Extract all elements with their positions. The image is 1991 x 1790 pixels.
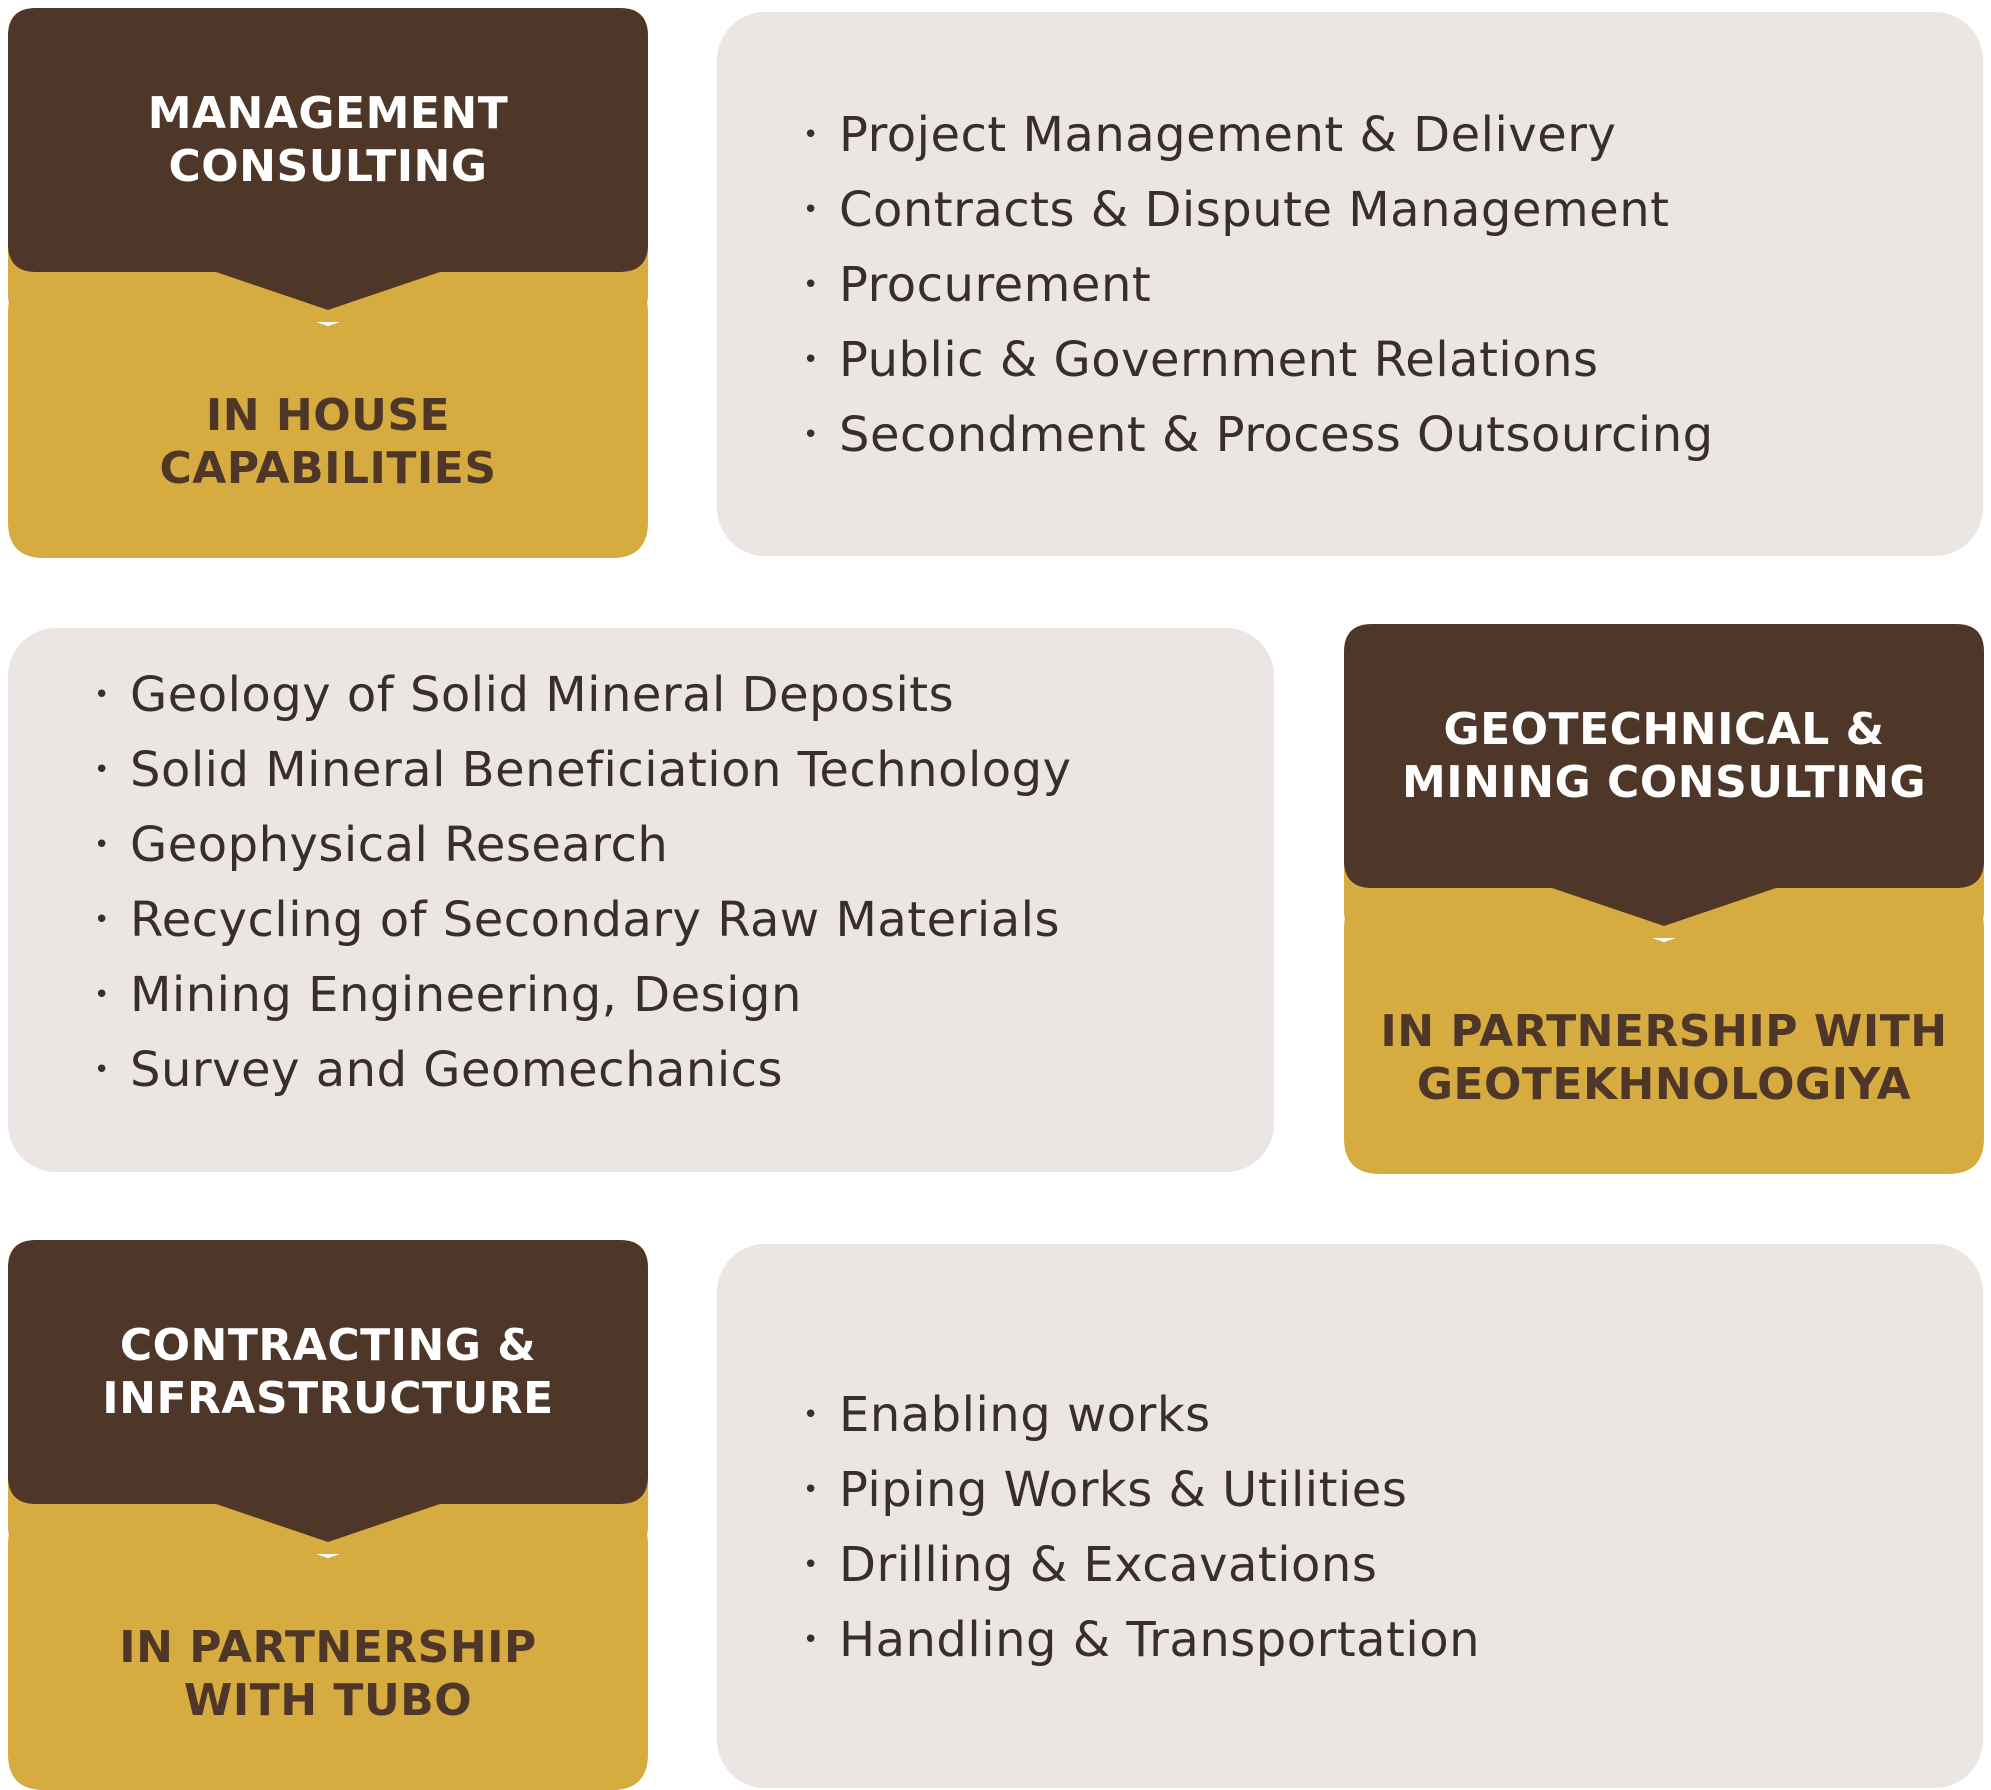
- section-title: CONTRACTING & INFRASTRUCTURE: [102, 1320, 554, 1424]
- list-item: Survey and Geomechanics: [94, 1033, 1274, 1108]
- list-item: Project Management & Delivery: [803, 98, 1983, 173]
- tag-shape: [8, 1240, 648, 1790]
- section-tag: MANAGEMENT CONSULTING IN HOUSE CAPABILIT…: [8, 8, 648, 558]
- list-item: Piping Works & Utilities: [803, 1453, 1983, 1528]
- section-subtitle: IN PARTNERSHIP WITH TUBO: [119, 1622, 537, 1726]
- services-list: Geology of Solid Mineral Deposits Solid …: [94, 658, 1274, 1108]
- list-item: Enabling works: [803, 1378, 1983, 1453]
- section-title: GEOTECHNICAL & MINING CONSULTING: [1401, 704, 1927, 808]
- services-list: Enabling works Piping Works & Utilities …: [803, 1378, 1983, 1678]
- section-management-consulting: MANAGEMENT CONSULTING IN HOUSE CAPABILIT…: [0, 8, 1991, 558]
- tag-shape: [1344, 624, 1984, 1174]
- list-item: Geology of Solid Mineral Deposits: [94, 658, 1274, 733]
- section-tag: CONTRACTING & INFRASTRUCTURE IN PARTNERS…: [8, 1240, 648, 1790]
- list-item: Contracts & Dispute Management: [803, 173, 1983, 248]
- list-item: Drilling & Excavations: [803, 1528, 1983, 1603]
- list-item: Geophysical Research: [94, 808, 1274, 883]
- section-tag: GEOTECHNICAL & MINING CONSULTING IN PART…: [1344, 624, 1984, 1174]
- section-subtitle: IN HOUSE CAPABILITIES: [159, 390, 497, 494]
- section-subtitle: IN PARTNERSHIP WITH GEOTEKHNOLOGIYA: [1380, 1006, 1948, 1110]
- services-panel: Project Management & Delivery Contracts …: [717, 12, 1983, 556]
- section-contracting-infrastructure: CONTRACTING & INFRASTRUCTURE IN PARTNERS…: [0, 1240, 1991, 1790]
- tag-shape: [8, 8, 648, 558]
- list-item: Recycling of Secondary Raw Materials: [94, 883, 1274, 958]
- services-list: Project Management & Delivery Contracts …: [803, 98, 1983, 473]
- section-geotechnical-mining: Geology of Solid Mineral Deposits Solid …: [0, 624, 1991, 1174]
- list-item: Mining Engineering, Design: [94, 958, 1274, 1033]
- list-item: Secondment & Process Outsourcing: [803, 398, 1983, 473]
- services-panel: Geology of Solid Mineral Deposits Solid …: [8, 628, 1274, 1172]
- list-item: Handling & Transportation: [803, 1603, 1983, 1678]
- services-panel: Enabling works Piping Works & Utilities …: [717, 1244, 1983, 1788]
- list-item: Public & Government Relations: [803, 323, 1983, 398]
- list-item: Procurement: [803, 248, 1983, 323]
- list-item: Solid Mineral Beneficiation Technology: [94, 733, 1274, 808]
- section-title: MANAGEMENT CONSULTING: [147, 88, 509, 192]
